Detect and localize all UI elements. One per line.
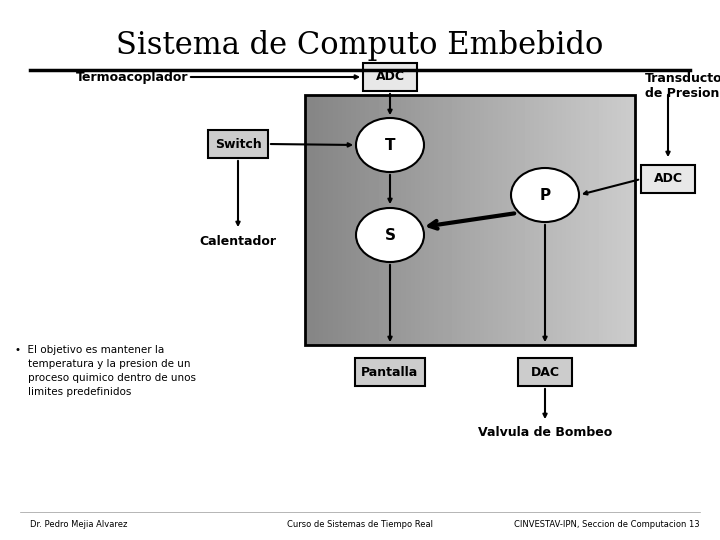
Text: ADC: ADC (376, 71, 405, 84)
Text: Calentador: Calentador (199, 235, 276, 248)
Text: Termoacoplador: Termoacoplador (76, 71, 188, 84)
Bar (305, 95, 635, 345)
Text: ADC: ADC (654, 172, 683, 186)
Bar (641, 165, 695, 193)
Text: •  El objetivo es mantener la
    temperatura y la presion de un
    proceso qui: • El objetivo es mantener la temperatura… (15, 345, 196, 397)
Ellipse shape (356, 118, 424, 172)
Text: Dr. Pedro Mejia Alvarez: Dr. Pedro Mejia Alvarez (30, 520, 127, 529)
Text: DAC: DAC (531, 366, 559, 379)
Text: Curso de Sistemas de Tiempo Real: Curso de Sistemas de Tiempo Real (287, 520, 433, 529)
Bar (208, 130, 268, 158)
Text: CINVESTAV-IPN, Seccion de Computacion 13: CINVESTAV-IPN, Seccion de Computacion 13 (514, 520, 700, 529)
Text: P: P (539, 187, 551, 202)
Bar (355, 358, 425, 386)
Text: Sistema de Computo Embebido: Sistema de Computo Embebido (117, 30, 603, 61)
Text: S: S (384, 227, 395, 242)
Bar (518, 358, 572, 386)
Ellipse shape (511, 168, 579, 222)
Bar (363, 63, 417, 91)
Text: Transductor
de Presion: Transductor de Presion (645, 72, 720, 100)
Text: Pantalla: Pantalla (361, 366, 418, 379)
Text: T: T (384, 138, 395, 152)
Text: Valvula de Bombeo: Valvula de Bombeo (478, 426, 612, 439)
Ellipse shape (356, 208, 424, 262)
Text: Switch: Switch (215, 138, 261, 151)
